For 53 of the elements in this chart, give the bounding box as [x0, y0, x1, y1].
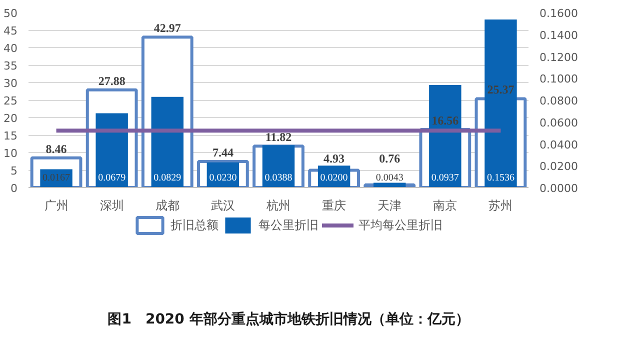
x-tick-label: 广州: [44, 198, 68, 212]
data-label: 0.76: [379, 152, 400, 166]
y-tick-label: 35: [4, 60, 18, 72]
bar: [96, 113, 128, 188]
y-tick-label: 10: [4, 147, 18, 160]
legend-label: 平均每公里折旧: [358, 216, 442, 234]
x-tick-label: 深圳: [100, 198, 124, 212]
y-tick-label: 25: [4, 94, 18, 108]
y-tick-label: 20: [4, 112, 18, 125]
x-tick-label: 杭州: [266, 198, 290, 212]
data-label: 0.0200: [320, 172, 348, 184]
x-tick-label: 苏州: [488, 198, 513, 212]
y2-tick-label: 0.0600: [540, 116, 578, 130]
data-label: 27.88: [98, 74, 126, 88]
y-tick-label: 50: [4, 7, 18, 20]
legend-label: 每公里折旧: [258, 216, 318, 234]
y2-tick-label: 0.0000: [540, 182, 578, 195]
data-label: 0.0043: [376, 172, 404, 184]
data-label: 0.0829: [154, 172, 182, 184]
x-tick-label: 重庆: [322, 198, 346, 212]
y2-tick-label: 0.0200: [540, 160, 578, 174]
x-tick-label: 南京: [433, 198, 458, 212]
data-label: 0.1536: [486, 172, 514, 184]
y-tick-label: 40: [4, 42, 18, 55]
data-label: 0.0388: [264, 172, 292, 184]
y2-tick-label: 0.0800: [540, 94, 578, 108]
legend-label: 折旧总额: [170, 216, 218, 234]
data-label: 4.93: [324, 152, 345, 166]
data-label: 42.97: [154, 21, 181, 36]
data-label: 0.0230: [209, 172, 237, 184]
y-tick-label: 0: [10, 182, 18, 195]
y2-tick-label: 0.1200: [540, 50, 578, 64]
text: 图1 2020 年部分重点城市地铁折旧情况（单位：亿元）: [108, 310, 470, 328]
y-tick-label: 5: [10, 164, 18, 178]
y-tick-label: 15: [4, 130, 18, 142]
x-tick-label: 成都: [155, 198, 180, 212]
y2-tick-label: 0.1000: [540, 72, 578, 86]
y-tick-label: 30: [4, 77, 18, 90]
data-label: 11.82: [265, 130, 292, 144]
data-label: 25.37: [487, 82, 514, 97]
data-label: 0.0167: [42, 172, 70, 184]
data-label: 8.46: [46, 142, 67, 156]
y2-tick-label: 0.1600: [540, 7, 578, 20]
y2-tick-label: 0.0400: [540, 138, 578, 152]
data-label: 7.44: [212, 145, 234, 160]
y2-tick-label: 0.1400: [540, 28, 578, 42]
x-tick-label: 天津: [378, 198, 402, 212]
x-tick-label: 武汉: [210, 198, 235, 212]
data-label: 0.0679: [98, 172, 126, 184]
bar: [151, 96, 184, 188]
data-label: 0.0937: [431, 172, 459, 184]
y-tick-label: 45: [4, 24, 18, 38]
data-label: 16.56: [432, 114, 459, 128]
